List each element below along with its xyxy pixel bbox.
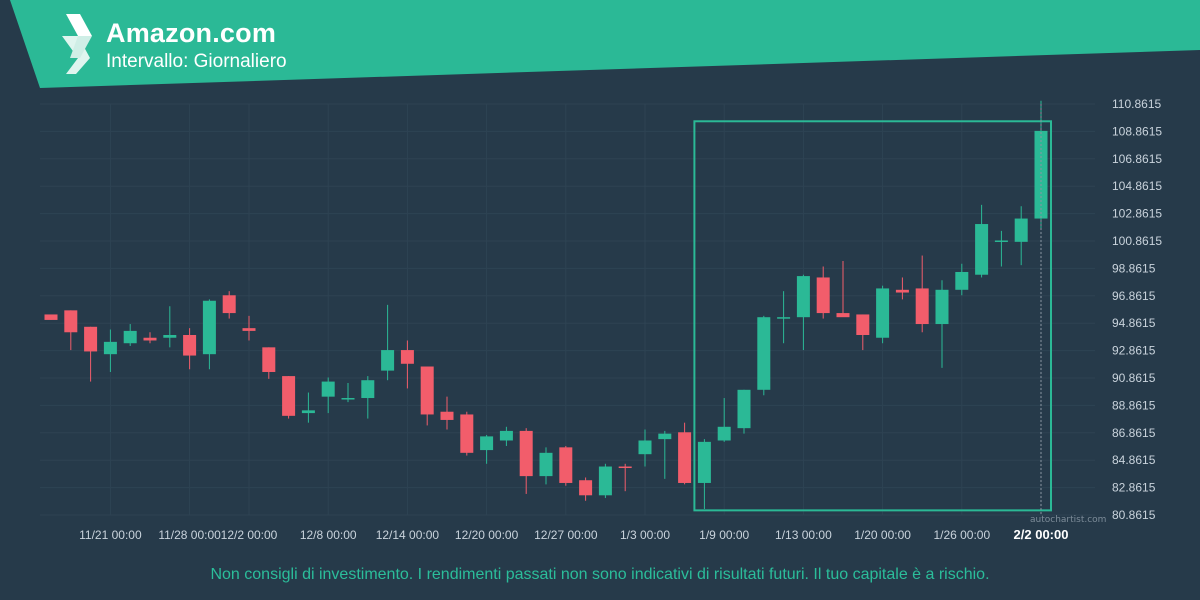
candle-down — [282, 376, 296, 416]
candle-down — [222, 295, 236, 314]
instrument-title: Amazon.com — [106, 18, 277, 48]
candle-up — [539, 452, 553, 477]
candles — [44, 100, 1048, 509]
candle-down — [519, 430, 533, 477]
y-tick-label: 82.8615 — [1112, 481, 1156, 495]
candle-up — [757, 317, 771, 390]
y-tick-label: 110.8615 — [1112, 97, 1161, 111]
candle-up — [381, 350, 395, 371]
candle-down — [84, 326, 98, 352]
x-tick-label: 12/14 00:00 — [376, 528, 440, 542]
candle-down — [618, 466, 632, 469]
autochartist-logo-icon — [62, 14, 92, 74]
candle-down — [400, 350, 414, 364]
x-tick-label: 1/26 00:00 — [933, 528, 990, 542]
candle-up — [480, 436, 494, 451]
candle-down — [242, 328, 256, 331]
candle-up — [697, 441, 711, 483]
candle-down — [816, 277, 830, 314]
x-tick-label: 12/20 00:00 — [455, 528, 519, 542]
candle-up — [123, 330, 137, 344]
candle-down — [559, 447, 573, 483]
y-tick-label: 80.8615 — [1112, 508, 1156, 522]
candle-up — [955, 271, 969, 290]
x-tick-label: 12/2 00:00 — [221, 528, 278, 542]
x-tick-label: 1/9 00:00 — [699, 528, 749, 542]
candle-down — [420, 366, 434, 415]
interval-label: Intervallo: Giornaliero — [106, 51, 287, 72]
y-tick-label: 90.8615 — [1112, 371, 1156, 385]
candle-down — [836, 313, 850, 318]
candle-up — [935, 289, 949, 325]
candle-up — [658, 433, 672, 440]
x-axis-labels: 11/21 00:00 11/28 00:00 12/2 00:00 12/8 00:… — [79, 527, 1068, 542]
x-tick-label: 11/21 00:00 — [79, 528, 142, 542]
x-tick-label: 11/28 00:00 — [158, 528, 221, 542]
disclaimer: Non consigli di investimento. I rendimen… — [210, 566, 990, 583]
candle-up — [598, 466, 612, 496]
candle-up — [163, 335, 177, 338]
overlays — [693, 104, 1053, 515]
candle-up — [1014, 218, 1028, 242]
candle-down — [64, 310, 78, 333]
y-tick-label: 86.8615 — [1112, 426, 1156, 440]
y-tick-label: 92.8615 — [1112, 344, 1156, 358]
y-tick-label: 108.8615 — [1112, 124, 1162, 138]
y-tick-label: 102.8615 — [1112, 207, 1162, 221]
candle-down — [460, 414, 474, 453]
x-tick-label: 2/2 00:00 — [1014, 527, 1069, 542]
candle-down — [44, 314, 58, 320]
candle-up — [777, 317, 791, 319]
candle-up — [103, 341, 117, 355]
candle-up — [876, 288, 890, 338]
candle-down — [579, 480, 593, 496]
candle-up — [796, 276, 810, 318]
y-tick-label: 96.8615 — [1112, 289, 1156, 303]
x-tick-label: 1/3 00:00 — [620, 528, 670, 542]
y-tick-label: 98.8615 — [1112, 261, 1156, 275]
y-tick-label: 94.8615 — [1112, 316, 1156, 330]
candle-up — [737, 389, 751, 429]
candle-up — [717, 426, 731, 441]
pattern-highlight-box — [693, 120, 1053, 512]
y-tick-label: 106.8615 — [1112, 152, 1162, 166]
x-tick-label: 12/8 00:00 — [300, 528, 357, 542]
candle-up — [341, 398, 355, 400]
y-tick-label: 104.8615 — [1112, 179, 1162, 193]
candle-up — [361, 380, 375, 399]
x-tick-label: 12/27 00:00 — [534, 528, 598, 542]
candle-down — [143, 337, 157, 341]
candle-up — [202, 300, 216, 355]
candle-down — [678, 432, 692, 483]
candle-up — [321, 381, 335, 397]
x-tick-label: 1/13 00:00 — [775, 528, 832, 542]
candle-up — [499, 430, 513, 441]
candle-up — [1034, 130, 1048, 219]
candle-up — [301, 410, 315, 414]
header-banner — [10, 0, 1200, 88]
y-tick-label: 84.8615 — [1112, 453, 1156, 467]
y-tick-label: 100.8615 — [1112, 234, 1162, 248]
candle-down — [262, 347, 276, 372]
watermark: autochartist.com — [1030, 515, 1107, 525]
candle-down — [856, 314, 870, 336]
x-tick-label: 1/20 00:00 — [854, 528, 911, 542]
y-tick-label: 88.8615 — [1112, 398, 1156, 412]
candle-down — [183, 335, 197, 356]
candle-down — [895, 289, 909, 293]
candle-up — [975, 224, 989, 275]
candle-up — [638, 440, 652, 455]
candle-down — [440, 411, 454, 420]
y-axis-labels: 110.8615 108.8615 106.8615 104.8615 102.8615… — [1112, 97, 1162, 522]
candle-down — [915, 288, 929, 325]
candle-up — [994, 240, 1008, 242]
